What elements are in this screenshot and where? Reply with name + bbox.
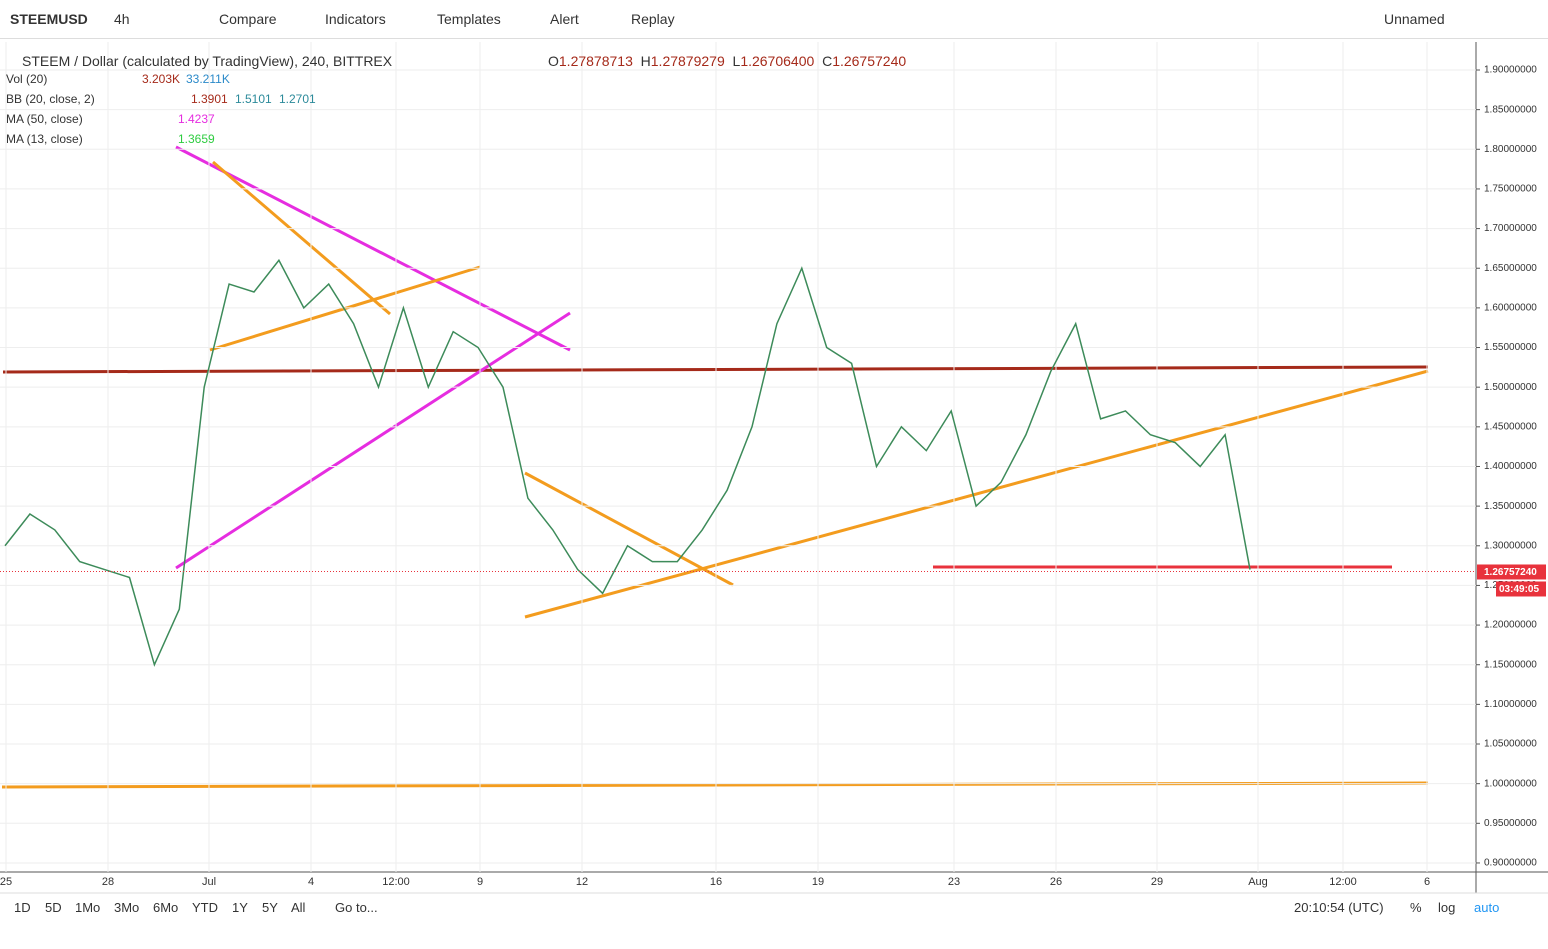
- trend-line: [209, 265, 481, 352]
- trend-line: [212, 160, 391, 316]
- indicator-value: 1.5101: [235, 92, 272, 106]
- y-tick-label: 1.45000000: [1484, 421, 1537, 432]
- x-tick-label: 23: [948, 876, 960, 888]
- indicator-value: 1.3901: [191, 92, 228, 106]
- y-tick-label: 1.80000000: [1484, 144, 1537, 155]
- compare-button[interactable]: Compare: [219, 11, 277, 27]
- x-tick-label: Jul: [202, 876, 216, 888]
- y-tick-label: 0.95000000: [1484, 818, 1537, 829]
- y-tick-label: 1.20000000: [1484, 620, 1537, 631]
- y-tick-label: 1.40000000: [1484, 461, 1537, 472]
- replay-button[interactable]: Replay: [631, 11, 675, 27]
- indicators-button[interactable]: Indicators: [325, 11, 386, 27]
- x-tick-label: 19: [812, 876, 824, 888]
- x-tick-label: 6: [1424, 876, 1430, 888]
- x-tick-label: 26: [1050, 876, 1062, 888]
- trend-line: [524, 369, 1429, 619]
- y-tick-label: 1.65000000: [1484, 263, 1537, 274]
- drawings: [1, 145, 1429, 789]
- x-tick-label: 4: [308, 876, 314, 888]
- x-tick-label: 9: [477, 876, 483, 888]
- x-tick-label: 12: [576, 876, 588, 888]
- trend-line: [175, 311, 571, 570]
- y-tick-label: 1.90000000: [1484, 65, 1537, 76]
- trend-line: [175, 145, 571, 352]
- ohlc: O1.27878713 H1.27879279 L1.26706400 C1.2…: [548, 53, 906, 69]
- y-tick-label: 1.30000000: [1484, 540, 1537, 551]
- indicator-value: 1.2701: [279, 92, 316, 106]
- value: 1.27879279: [650, 53, 725, 69]
- auto-toggle[interactable]: auto: [1474, 900, 1500, 915]
- x-tick-label: 12:00: [382, 876, 410, 888]
- indicator-value: 1.4237: [178, 112, 215, 126]
- x-tick-label: Aug: [1248, 876, 1268, 888]
- label: L: [732, 53, 741, 69]
- y-tick-label: 1.00000000: [1484, 778, 1537, 789]
- y-tick-label: 1.85000000: [1484, 104, 1537, 115]
- trend-line: [524, 471, 734, 587]
- alert-button[interactable]: Alert: [550, 11, 579, 27]
- x-tick-label: 29: [1151, 876, 1163, 888]
- indicator-value: 33.211K: [186, 72, 230, 86]
- y-tick-label: 1.05000000: [1484, 739, 1537, 750]
- indicator-name: MA (13, close): [6, 132, 83, 146]
- label: H: [640, 53, 651, 69]
- clock: 20:10:54 (UTC): [1294, 900, 1384, 915]
- log-toggle[interactable]: log: [1438, 900, 1456, 915]
- percent-toggle[interactable]: %: [1410, 900, 1422, 915]
- x-tick-label: 28: [102, 876, 114, 888]
- range-button[interactable]: 1Mo: [75, 900, 101, 915]
- x-tick-label: 12:00: [1329, 876, 1357, 888]
- range-button[interactable]: 5D: [45, 900, 62, 915]
- range-button[interactable]: 1Y: [232, 900, 248, 915]
- y-tick-label: 1.50000000: [1484, 382, 1537, 393]
- range-button[interactable]: 1D: [14, 900, 31, 915]
- y-tick-label: 1.60000000: [1484, 303, 1537, 314]
- x-tick-label: 25: [0, 876, 12, 888]
- symbol[interactable]: STEEMUSD: [10, 11, 88, 27]
- value: 1.26706400: [740, 53, 815, 69]
- y-tick-label: 1.10000000: [1484, 699, 1537, 710]
- range-button[interactable]: 3Mo: [114, 900, 140, 915]
- y-tick-label: 1.70000000: [1484, 223, 1537, 234]
- x-tick-label: 16: [710, 876, 722, 888]
- countdown: 03:49:05: [1499, 584, 1539, 595]
- countdown-box: [1496, 581, 1546, 597]
- value: 1.27878713: [558, 53, 633, 69]
- indicator-value: 1.3659: [178, 132, 215, 146]
- last-price-box: [1477, 564, 1546, 580]
- last-price-label: 1.26757240: [1484, 567, 1537, 578]
- y-tick-label: 1.15000000: [1484, 659, 1537, 670]
- range-button[interactable]: 5Y: [262, 900, 278, 915]
- indicator-value: 3.203K: [142, 72, 181, 86]
- range-button[interactable]: YTD: [192, 900, 218, 915]
- templates-button[interactable]: Templates: [437, 11, 501, 27]
- label: O: [548, 53, 559, 69]
- y-tick-label: 1.55000000: [1484, 342, 1537, 353]
- y-tick-label: 0.90000000: [1484, 858, 1537, 869]
- range-button[interactable]: All: [291, 900, 306, 915]
- price-line: [4, 258, 1251, 667]
- y-tick-label: 1.35000000: [1484, 501, 1537, 512]
- range-button[interactable]: 6Mo: [153, 900, 179, 915]
- indicator-name: BB (20, close, 2): [6, 92, 95, 106]
- layout-button[interactable]: Unnamed: [1384, 11, 1445, 27]
- label: C: [822, 53, 833, 69]
- goto-button[interactable]: Go to...: [335, 900, 378, 915]
- value: 1.26757240: [832, 53, 907, 69]
- legend-title: STEEM / Dollar (calculated by TradingVie…: [22, 53, 393, 69]
- indicator-name: MA (50, close): [6, 112, 83, 126]
- toolbar: STEEMUSD 4h Compare Indicators Templates…: [0, 0, 1548, 39]
- interval[interactable]: 4h: [114, 11, 130, 27]
- y-tick-label: 1.75000000: [1484, 184, 1537, 195]
- indicator-name: Vol (20): [6, 72, 48, 86]
